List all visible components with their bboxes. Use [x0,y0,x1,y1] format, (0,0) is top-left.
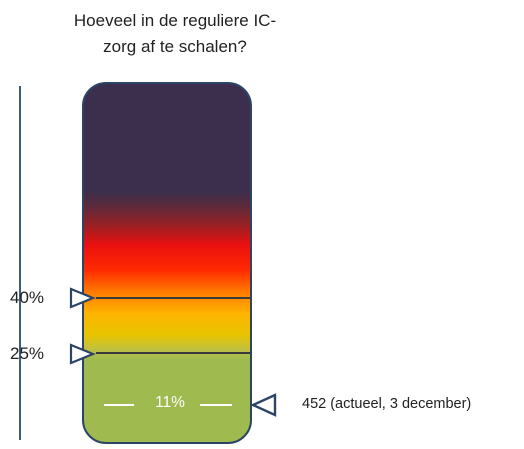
threshold-line-25 [96,352,250,354]
scale-axis-line [19,86,21,440]
title-line-1: Hoeveel in de reguliere IC- [73,11,277,30]
gauge-title: Hoeveel in de reguliere IC- zorg af te s… [40,8,310,60]
current-dash-right [200,404,232,406]
threshold-label-25: 25% [10,344,45,363]
threshold-line-40 [96,297,250,299]
thermometer-gauge [82,82,252,444]
threshold-marker-40-icon [69,287,96,309]
title-line-2: zorg af te schalen? [103,37,247,56]
current-note: 452 (actueel, 3 december) [302,396,472,412]
current-dash-left [104,404,134,406]
threshold-label-40: 40% [10,288,45,307]
current-value-label: 11% [155,394,185,411]
current-marker-icon [250,393,277,417]
threshold-marker-25-icon [69,343,96,365]
